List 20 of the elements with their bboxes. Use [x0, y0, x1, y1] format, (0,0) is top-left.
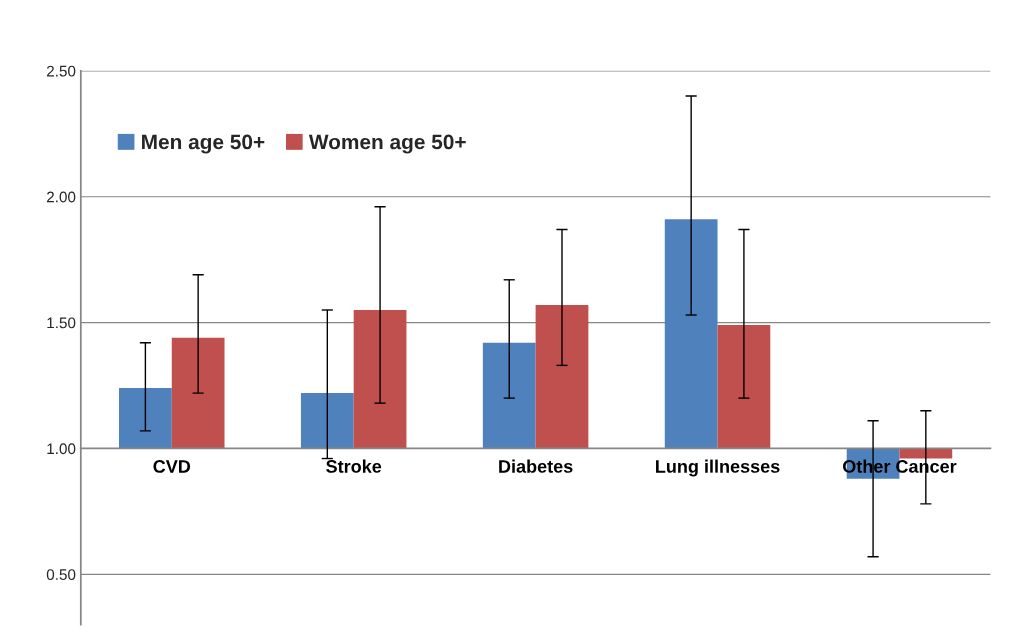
- y-tick-label: 2.00: [46, 191, 76, 203]
- y-tick-label: 0.50: [46, 569, 76, 581]
- bar: [535, 304, 589, 449]
- y-tick-label: 1.50: [47, 317, 76, 329]
- x-tick-label: Stroke: [326, 459, 382, 473]
- bar: [119, 388, 172, 449]
- x-tick-label: Diabetes: [499, 459, 573, 473]
- bar: [717, 325, 771, 449]
- bar: [899, 448, 953, 459]
- x-tick-label: CVD: [153, 460, 191, 473]
- y-tick-label: 1.00: [47, 443, 76, 455]
- y-tick-label: 2.50: [46, 65, 76, 77]
- bar: [300, 393, 354, 449]
- bar: [353, 310, 407, 449]
- legend-label: Women age 50+: [308, 134, 466, 154]
- x-tick-label: Lung illnesses: [656, 459, 780, 477]
- bar: [482, 342, 536, 449]
- bar: [171, 337, 225, 449]
- bar: [664, 219, 718, 449]
- legend-label: Men age 50+: [142, 134, 265, 154]
